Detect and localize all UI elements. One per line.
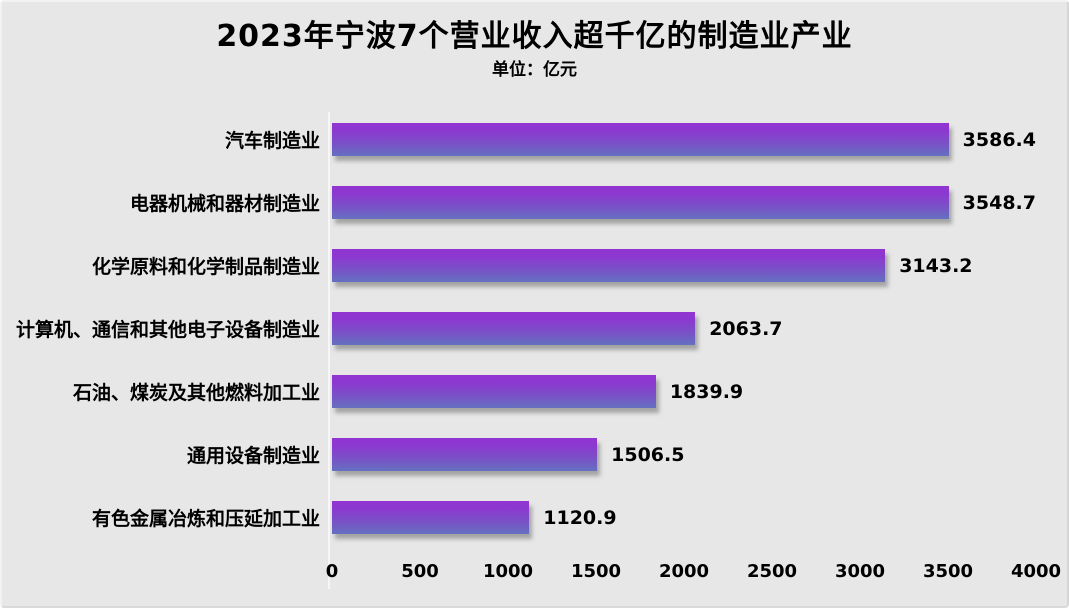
category-label: 计算机、通信和其他电子设备制造业 xyxy=(15,319,320,341)
bar xyxy=(332,249,886,282)
unit-label: 单位：亿元 xyxy=(492,60,577,80)
x-tick-label: 3500 xyxy=(922,561,974,582)
value-label: 3586.4 xyxy=(962,128,1036,151)
bar xyxy=(332,501,530,534)
x-tick-label: 500 xyxy=(401,561,439,582)
bar-row: 通用设备制造业 1506.5 xyxy=(2,423,1067,486)
x-tick-label: 2500 xyxy=(746,561,798,582)
bar-chart: 汽车制造业 3586.4 电器机械和器材制造业 3548.7 化学原料和化学制品… xyxy=(2,108,1067,589)
bar-row: 电器机械和器材制造业 3548.7 xyxy=(2,171,1067,234)
category-label: 有色金属冶炼和压延加工业 xyxy=(91,508,320,530)
plot-cell: 1839.9 xyxy=(332,360,1036,423)
y-axis-line xyxy=(328,112,330,589)
plot-cell: 3548.7 xyxy=(332,171,1036,234)
x-tick-label: 1000 xyxy=(482,561,534,582)
plot-cell: 2063.7 xyxy=(332,297,1036,360)
category-label: 石油、煤炭及其他燃料加工业 xyxy=(72,382,320,404)
bar-row: 汽车制造业 3586.4 xyxy=(2,108,1067,171)
x-tick-label: 1500 xyxy=(570,561,622,582)
bar-row: 石油、煤炭及其他燃料加工业 1839.9 xyxy=(2,360,1067,423)
bar-row: 计算机、通信和其他电子设备制造业 2063.7 xyxy=(2,297,1067,360)
x-tick-label: 4000 xyxy=(1010,561,1062,582)
value-label: 1120.9 xyxy=(543,506,617,529)
plot-cell: 3143.2 xyxy=(332,234,1036,297)
chart-rows: 汽车制造业 3586.4 电器机械和器材制造业 3548.7 化学原料和化学制品… xyxy=(2,108,1067,549)
bar-row: 化学原料和化学制品制造业 3143.2 xyxy=(2,234,1067,297)
value-label: 1839.9 xyxy=(669,380,744,403)
category-label: 汽车制造业 xyxy=(224,130,320,152)
bar xyxy=(332,438,598,471)
value-label: 3143.2 xyxy=(899,254,973,277)
chart-title: 2023年宁波7个营业收入超千亿的制造业产业 xyxy=(216,19,853,54)
bar xyxy=(332,123,949,156)
bar-row: 有色金属冶炼和压延加工业 1120.9 xyxy=(2,486,1067,549)
plot-cell: 1120.9 xyxy=(332,486,1036,549)
x-tick-label: 3000 xyxy=(834,561,886,582)
x-axis: 0 500 1000 1500 2000 2500 3000 3500 4000 xyxy=(326,555,1061,589)
category-label: 电器机械和器材制造业 xyxy=(129,193,320,215)
value-label: 1506.5 xyxy=(611,443,685,466)
plot-cell: 3586.4 xyxy=(332,108,1036,171)
value-label: 2063.7 xyxy=(709,317,783,340)
value-label: 3548.7 xyxy=(962,191,1036,214)
x-tick-label: 2000 xyxy=(658,561,710,582)
bar xyxy=(332,186,949,219)
bar xyxy=(332,375,656,408)
category-label: 通用设备制造业 xyxy=(186,445,320,467)
bar xyxy=(332,312,696,345)
x-tick-label: 0 xyxy=(325,561,339,582)
plot-cell: 1506.5 xyxy=(332,423,1036,486)
category-label: 化学原料和化学制品制造业 xyxy=(91,256,320,278)
